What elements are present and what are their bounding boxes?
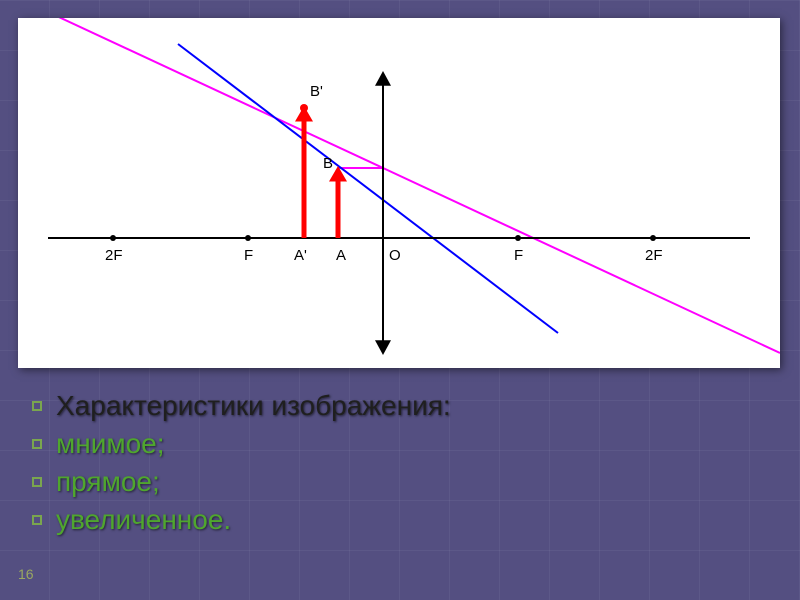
focal-point: [650, 235, 656, 241]
page-number: 16: [18, 566, 34, 582]
focal-label: 2F: [105, 247, 123, 264]
bullet-row: мнимое;: [32, 428, 451, 460]
focal-label: F: [514, 247, 523, 264]
bullet-text: Характеристики изображения:: [56, 390, 451, 422]
optics-diagram-svg: 2F F F 2F O A B A' B': [18, 18, 780, 368]
bullet-text: увеличенное.: [56, 504, 231, 536]
focal-label: F: [244, 247, 253, 264]
ray-through-center: [178, 44, 558, 333]
bullet-row: увеличенное.: [32, 504, 451, 536]
focal-point: [515, 235, 521, 241]
point-label: A: [336, 247, 346, 264]
focal-point: [110, 235, 116, 241]
origin-label: O: [389, 247, 401, 264]
bullet-row: Характеристики изображения:: [32, 390, 451, 422]
lens-axis-arrow-down: [375, 340, 391, 355]
focal-point: [245, 235, 251, 241]
bullet-marker: [32, 439, 42, 449]
focal-label: 2F: [645, 247, 663, 264]
bullet-row: прямое;: [32, 466, 451, 498]
ray-parallel-then-through-F: [338, 168, 780, 353]
bullet-text: прямое;: [56, 466, 160, 498]
point-label: A': [294, 247, 307, 264]
point-label: B: [323, 155, 333, 172]
lens-axis-arrow-up: [375, 71, 391, 86]
bullet-marker: [32, 515, 42, 525]
image-tip-dot: [300, 104, 308, 112]
bullet-marker: [32, 401, 42, 411]
bullet-text: мнимое;: [56, 428, 165, 460]
optics-diagram-panel: 2F F F 2F O A B A' B': [18, 18, 780, 368]
ray-parallel-back-extension: [48, 18, 383, 168]
point-label: B': [310, 83, 323, 100]
bullet-marker: [32, 477, 42, 487]
bullet-list: Характеристики изображения: мнимое; прямое…: [32, 390, 451, 542]
